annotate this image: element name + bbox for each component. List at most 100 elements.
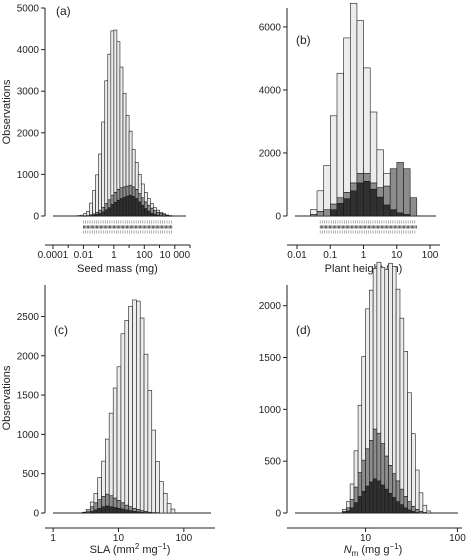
y-ticks: 0 2000 4000 6000	[259, 22, 287, 223]
bar-light-gray	[92, 190, 96, 215]
panel-leaf-nitrogen: 0 500 1000 1500 2000 10 100 (d) Nm (mg g−1)	[259, 261, 466, 558]
bar-light-gray	[399, 317, 405, 490]
y-axis-label: Observations	[1, 79, 13, 144]
bar-mid-gray	[134, 189, 139, 199]
bar-light-gray	[156, 209, 160, 213]
bar-light-gray	[330, 115, 338, 205]
y-tick-label: 2000	[259, 148, 282, 159]
bar-light-gray	[159, 481, 164, 514]
bar-mid-gray	[356, 173, 364, 184]
y-tick-label: 1500	[259, 353, 282, 364]
bar-mid-gray	[415, 509, 420, 513]
bar-dark	[116, 507, 122, 514]
bar-mid-gray	[409, 197, 418, 217]
bar-mid-gray	[147, 204, 151, 212]
bar-mid-gray	[116, 189, 121, 201]
bar-light-gray	[83, 213, 87, 217]
bar-mid-gray	[95, 211, 99, 215]
bar-mid-gray	[131, 186, 136, 197]
bar-mid-gray	[346, 507, 351, 512]
bar-light-gray	[369, 289, 374, 441]
bar-light-gray	[310, 209, 318, 215]
bar-light-gray	[376, 149, 384, 188]
bar-light-gray	[139, 317, 145, 511]
bar-light-gray	[131, 149, 136, 188]
bar-dark	[369, 481, 374, 514]
bar-light-gray	[395, 288, 401, 482]
bar-light-gray	[107, 53, 112, 201]
bar-light-gray	[349, 483, 355, 500]
bar-light-gray	[383, 173, 391, 187]
bar-mid-gray	[369, 440, 374, 483]
bar-mid-gray	[124, 504, 129, 511]
bar-mid-gray	[383, 185, 391, 206]
bar-dark	[376, 480, 382, 514]
bar-light-gray	[144, 191, 148, 203]
bar-light-gray	[415, 469, 420, 510]
bar-mid-gray	[104, 203, 109, 211]
y-tick-label: 1000	[17, 170, 40, 181]
x-tick-label: 1	[111, 250, 117, 261]
bar-mid-gray	[363, 173, 371, 182]
bar-light-gray	[388, 262, 393, 466]
bar-dark	[384, 488, 389, 514]
bar-light-gray	[163, 493, 168, 514]
y-tick-label: 6000	[259, 22, 282, 33]
bar-dark	[357, 496, 363, 514]
bar-light-gray	[346, 501, 351, 509]
bar-dark	[383, 204, 391, 217]
bar-light-gray	[108, 412, 114, 496]
x-ticks: 0.0001 0.01 1 100 10 000	[38, 245, 191, 261]
bar-light-gray	[418, 492, 424, 512]
y-tick-label: 2000	[259, 301, 282, 312]
y-tick-label: 0	[33, 509, 39, 520]
bar-light-gray	[89, 202, 93, 216]
bars	[53, 299, 211, 514]
bar-light-gray	[101, 121, 106, 208]
panel-seed-mass: 0 1000 2000 3000 4000 5000 0.0001 0.01 1 100 10 0…	[1, 4, 191, 276]
x-tick-label: 10	[360, 533, 372, 544]
bar-dark	[363, 181, 371, 217]
x-tick-label: 100	[175, 533, 192, 544]
bar-light-gray	[363, 67, 371, 174]
bar-mid-gray	[388, 465, 393, 494]
bar-light-gray	[155, 461, 160, 513]
bar-light-gray	[166, 503, 172, 514]
y-tick-label: 4000	[259, 85, 282, 96]
bar-mid-gray	[330, 203, 338, 210]
bar-dark	[120, 508, 126, 514]
bar-dark	[395, 501, 401, 514]
bar-light-gray	[392, 266, 397, 474]
bar-light-gray	[336, 72, 344, 199]
bar-light-gray	[147, 198, 151, 206]
bar-light-gray	[82, 511, 87, 514]
y-tick-label: 500	[22, 469, 39, 480]
bars	[295, 261, 458, 514]
bar-light-gray	[97, 477, 102, 500]
bar-mid-gray	[137, 193, 142, 203]
bar-dark	[110, 204, 115, 217]
bar-dark	[376, 196, 384, 217]
rug-marks	[319, 220, 417, 234]
bar-light-gray	[349, 2, 358, 184]
bar-light-gray	[153, 207, 157, 211]
bar-dark	[392, 497, 397, 514]
bar-light-gray	[151, 429, 156, 513]
y-tick-label: 1000	[259, 405, 282, 416]
y-tick-label: 4000	[17, 45, 40, 56]
y-tick-label: 3000	[17, 87, 40, 98]
bar-mid-gray	[144, 201, 148, 209]
bar-light-gray	[101, 460, 106, 497]
bar-light-gray	[98, 153, 102, 211]
bar-dark	[107, 207, 112, 217]
bar-mid-gray	[343, 192, 351, 199]
bar-light-gray	[95, 174, 99, 213]
bar-light-gray	[112, 387, 118, 499]
bar-light-gray	[168, 215, 173, 217]
bar-mid-gray	[108, 495, 114, 508]
bar-light-gray	[165, 214, 169, 216]
bar-light-gray	[380, 267, 386, 444]
bar-light-gray	[376, 261, 382, 434]
bar-light-gray	[116, 366, 122, 501]
